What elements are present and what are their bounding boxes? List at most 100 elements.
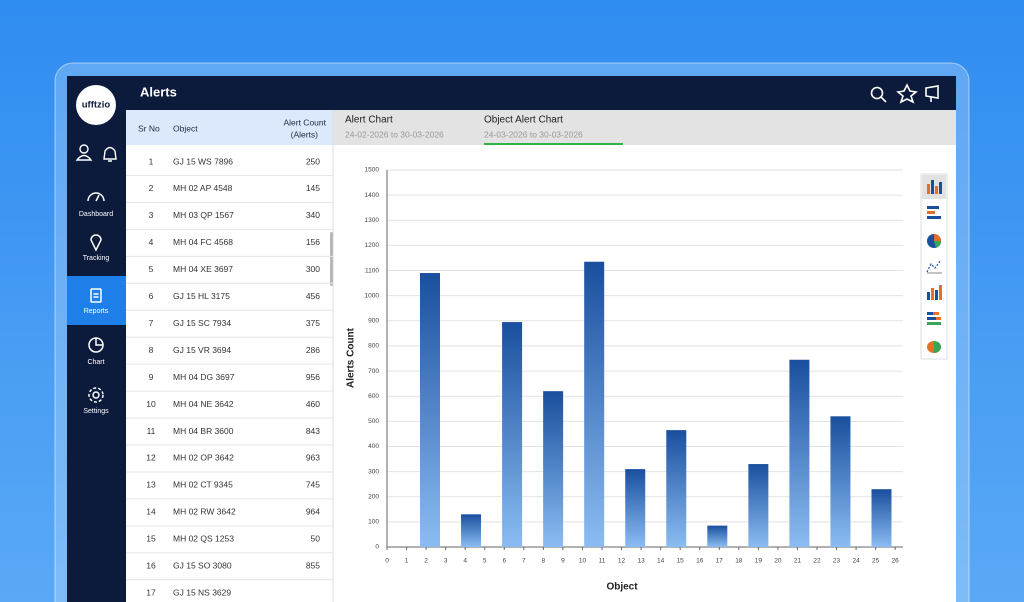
x-tick-label: 11 [599,558,606,565]
y-tick-label: 1200 [365,242,380,249]
cell: 4 [149,237,154,247]
nav-item[interactable]: Dashboard [79,211,113,218]
bar [543,391,564,547]
x-tick-label: 12 [618,558,626,565]
column-header: Object [173,123,198,133]
bar [420,273,440,547]
favorite-icon[interactable] [896,83,918,104]
y-tick-label: 0 [375,544,379,551]
cell: GJ 15 HL 3175 [173,291,230,301]
tab-title[interactable]: Object Alert Chart [484,115,563,126]
y-tick-label: 700 [368,368,379,375]
cell: MH 04 DG 3697 [173,372,235,382]
cell: MH 04 BR 3600 [173,426,234,436]
bar [625,469,646,547]
x-tick-label: 2 [424,558,428,565]
bar [789,359,810,547]
y-tick-label: 1400 [365,192,380,199]
tab-range: 24-02-2026 to 30-03-2026 [345,129,444,139]
cell: 2 [149,183,154,193]
cell: MH 04 NE 3642 [173,399,234,409]
cell: MH 02 RW 3642 [173,507,236,517]
x-tick-label: 10 [579,558,587,565]
scrollbar[interactable] [330,232,333,286]
x-tick-label: 8 [542,558,546,565]
cell: MH 02 OP 3642 [173,453,234,463]
y-tick-label: 1300 [365,217,380,224]
x-tick-label: 15 [677,558,685,565]
cell: 745 [306,480,320,490]
cell: MH 02 AP 4548 [173,183,233,193]
toolbar-icons [926,180,942,353]
cell: GJ 15 SC 7934 [173,318,231,328]
x-axis-title: Object [606,582,638,593]
column-header: Alert Count [283,117,326,127]
header-icons [870,83,939,104]
cell: GJ 15 SO 3080 [173,561,232,571]
x-tick-label: 5 [483,558,487,565]
bar [584,261,605,547]
y-tick-label: 600 [368,393,379,400]
cell: 6 [149,291,154,301]
y-tick-label: 1100 [365,267,379,274]
x-tick-label: 7 [522,558,526,565]
x-tick-label: 13 [637,558,645,565]
x-tick-label: 24 [852,558,860,565]
stacked-bar-icon[interactable] [927,292,930,300]
cell: 156 [306,237,320,247]
x-tick-label: 22 [813,558,821,565]
cell: MH 04 FC 4568 [173,237,233,247]
bar [871,489,892,547]
bell-icon[interactable] [103,146,117,162]
user-icon[interactable] [79,144,89,154]
bar [502,322,523,547]
y-tick-label: 800 [368,343,379,350]
nav-item[interactable]: Settings [83,408,109,415]
cell: 5 [149,264,154,274]
stacked-hbar-icon[interactable] [927,312,933,315]
x-tick-label: 26 [892,558,900,565]
cell: 956 [306,372,320,382]
x-tick-label: 23 [833,558,841,565]
top-bar [126,76,956,110]
logo-badge [76,85,116,125]
hbar-chart-icon[interactable] [927,206,939,209]
bar-chart-icon[interactable] [927,184,930,194]
announce-icon[interactable] [925,85,939,102]
cell: 340 [306,210,320,220]
cell: 855 [306,561,320,571]
cell: 250 [306,156,320,166]
cell: MH 03 QP 1567 [173,210,234,220]
cell: 14 [146,507,156,517]
cell: 13 [146,480,156,490]
cell: 964 [306,507,320,517]
nav-item[interactable]: Reports [84,308,109,315]
x-tick-label: 18 [735,558,743,565]
cell: MH 04 XE 3697 [173,264,233,274]
column-header: (Alerts) [291,129,319,139]
cell: 16 [146,561,156,571]
tab-title[interactable]: Alert Chart [345,115,393,126]
user-icons [75,144,117,162]
nav-item[interactable]: Chart [87,359,104,366]
cell: 460 [306,399,320,409]
cell: 145 [306,183,320,193]
cell: 9 [149,372,154,382]
search-icon[interactable] [870,86,884,100]
line-chart-icon[interactable] [926,259,942,273]
nav-item[interactable]: Tracking [83,255,110,262]
x-tick-label: 9 [561,558,565,565]
table-header [126,110,333,145]
bar [666,430,687,547]
cell: 11 [147,426,156,436]
cell: MH 02 CT 9345 [173,480,233,490]
y-tick-label: 400 [368,443,379,450]
cell: 7 [149,318,154,328]
y-tick-label: 500 [368,418,379,425]
cell: GJ 15 VR 3694 [173,345,231,355]
nav-icons [87,192,105,403]
cell: MH 02 QS 1253 [173,534,234,544]
y-tick-label: 100 [368,519,379,526]
tab-strip [333,110,956,145]
cell: 843 [306,426,320,436]
